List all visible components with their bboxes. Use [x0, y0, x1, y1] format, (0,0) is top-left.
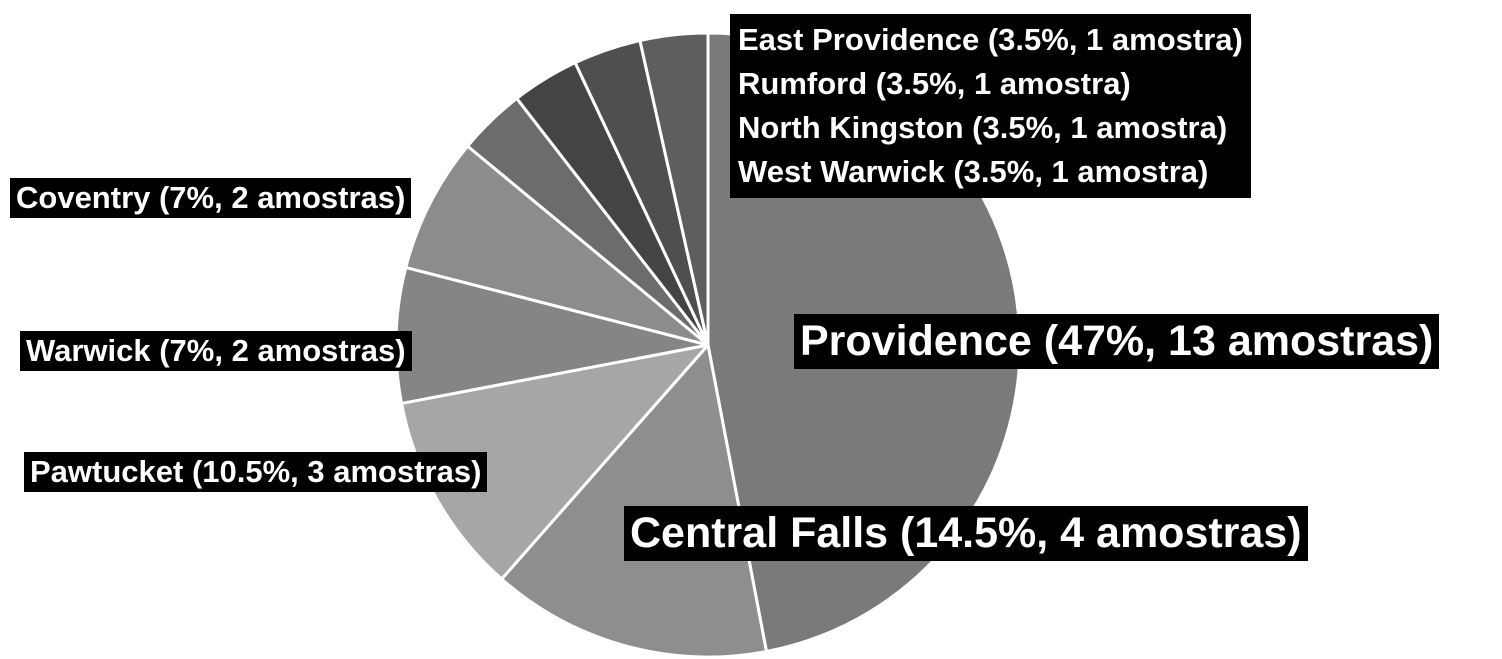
slice-label-north-kingston: North Kingston (3.5%, 1 amostra) [738, 110, 1228, 145]
pie-slice-pawtucket [400, 343, 710, 581]
slice-label-coventry: Coventry (7%, 2 amostras) [10, 178, 412, 218]
slice-label-west-warwick: West Warwick (3.5%, 1 amostra) [738, 154, 1209, 189]
slice-label-east-providence: East Providence (3.5%, 1 amostra) [738, 22, 1243, 57]
pie-slice-coventry [404, 144, 710, 347]
slice-label-central-falls: Central Falls (14.5%, 4 amostras) [624, 506, 1308, 562]
slice-label-providence: Providence (47%, 13 amostras) [794, 314, 1440, 370]
slice-label-warwick: Warwick (7%, 2 amostras) [20, 331, 412, 371]
slice-label-rumford: Rumford (3.5%, 1 amostra) [738, 66, 1131, 101]
slice-label-pawtucket: Pawtucket (10.5%, 3 amostras) [24, 452, 488, 492]
pie-slice-central-falls [500, 343, 768, 659]
small-slices-label-block: East Providence (3.5%, 1 amostra) Rumfor… [730, 14, 1251, 198]
pie-slice-east-providence [638, 31, 710, 347]
